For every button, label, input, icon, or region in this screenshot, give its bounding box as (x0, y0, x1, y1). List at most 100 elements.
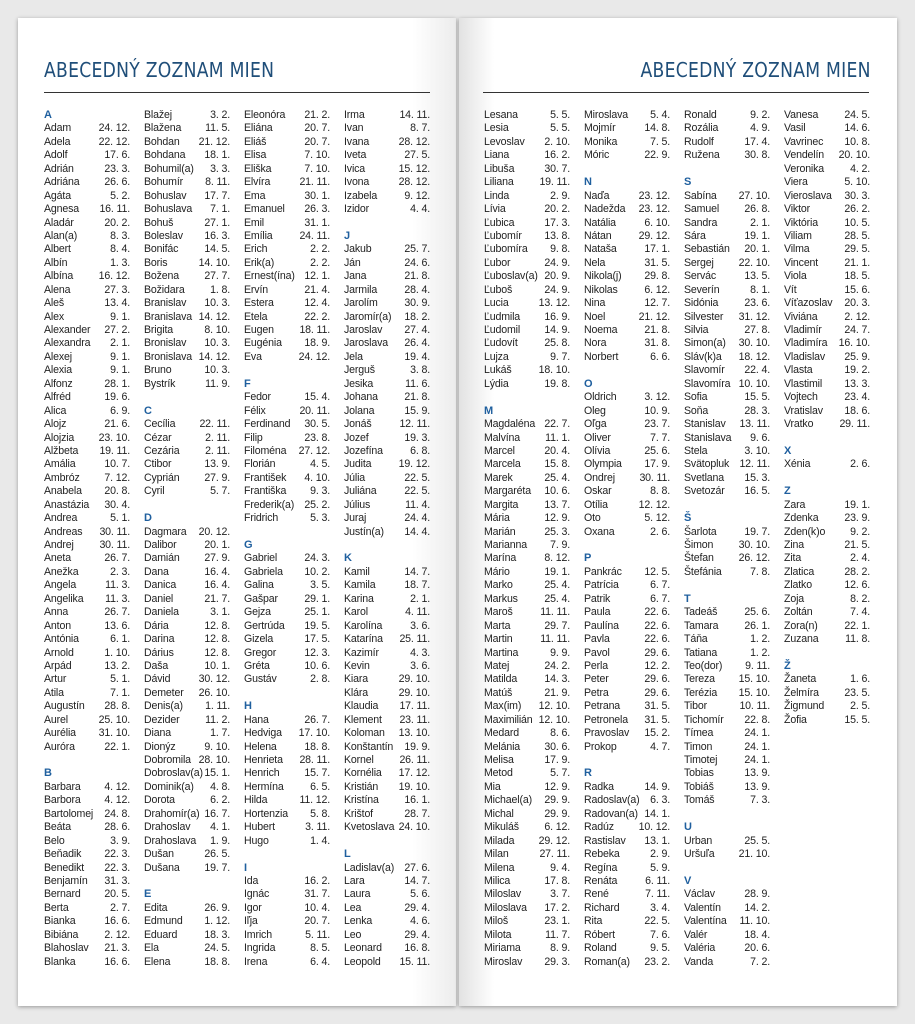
name-entry: Ema 30. 1. (244, 190, 330, 203)
name: Perla (584, 659, 608, 672)
name-day-date: 14. 9. (644, 780, 670, 793)
name-day-date: 4. 7. (650, 740, 670, 753)
name-entry: Radka 14. 9. (584, 781, 670, 794)
name-entry: Augustín 28. 8. (44, 700, 130, 713)
name-day-date: 24. 11. (299, 229, 330, 242)
name-day-date: 24. 1. (744, 754, 770, 766)
name: Jolana (344, 404, 375, 417)
name-entry: Norbert 6. 6. (584, 351, 670, 364)
name-entry: Timotej 24. 1. (684, 754, 770, 767)
name-day-date: 29. 6. (644, 686, 670, 699)
name-day-date: 16. 9. (544, 310, 570, 323)
name: Medard (484, 727, 520, 740)
name-entry: Oto 5. 12. (584, 512, 670, 525)
name: Hana (244, 713, 269, 726)
name: Gejza (244, 606, 271, 619)
name-day-date: 28. 6. (104, 821, 130, 834)
name-day-date: 1. 2. (750, 633, 770, 646)
name-day-date: 29. 5. (844, 243, 870, 256)
name-day-date: 17. 6. (104, 149, 130, 162)
name: Matúš (484, 686, 513, 699)
name: Servác (684, 270, 717, 283)
name: Krištof (344, 807, 373, 820)
name: Albín (44, 256, 68, 269)
name-entry: Prokop 4. 7. (584, 741, 670, 754)
name-day-date: 26. 7. (304, 713, 330, 726)
name: Vieroslava (784, 189, 832, 202)
name-day-date: 4. 3. (410, 646, 430, 659)
name-entry: Dominik(a) 4. 8. (144, 781, 230, 794)
name-entry: Drahoslav 4. 1. (144, 821, 230, 834)
name-entry: Stela 3. 10. (684, 445, 770, 458)
name-entry: Bohuš 27. 1. (144, 217, 230, 230)
name: Lesana (484, 109, 518, 121)
name: Vendelín (784, 149, 825, 162)
name-entry: Benedikt 22. 3. (44, 862, 130, 875)
name-day-date: 15. 7. (304, 767, 330, 780)
name-entry: Martin 11. 11. (484, 633, 570, 646)
right-page: ABECEDNÝ ZOZNAM MIEN Lesana 5. 5. Lesia 5. … (459, 18, 897, 1006)
name-entry: Milica 17. 8. (484, 875, 570, 888)
name: Vilma (784, 243, 810, 256)
name-entry: Ivona 28. 12. (344, 176, 430, 189)
name-day-date: 15. 1. (204, 767, 230, 780)
name-day-date: 30. 1. (304, 189, 330, 202)
name-day-date: 28. 12. (398, 135, 431, 148)
name: Milica (484, 874, 511, 887)
name: Paula (584, 606, 611, 619)
name: Lara (344, 874, 365, 887)
name-day-date: 10. 10. (738, 377, 771, 390)
name: Aurel (44, 713, 68, 726)
letter-heading: P (584, 552, 592, 565)
name-entry: Edita 26. 9. (144, 902, 230, 915)
letter-heading: T (684, 592, 691, 605)
name-entry: Vendelín 20. 10. (784, 149, 870, 162)
name: Tereza (684, 673, 715, 686)
name-entry: Beňadik 22. 3. (44, 848, 130, 861)
name-day-date: 22. 6. (644, 633, 670, 646)
name-entry: Peter 29. 6. (584, 673, 670, 686)
name: Judita (344, 458, 372, 471)
name-day-date: 28. 9. (744, 888, 770, 901)
name: Františka (244, 485, 287, 498)
name-entry: Zuzana 11. 8. (784, 633, 870, 646)
name-entry: Agnesa 16. 11. (44, 203, 130, 216)
name-day-date: 28. 2. (844, 565, 870, 578)
name-day-date: 6. 1. (110, 633, 130, 646)
name-day-date: 7. 8. (750, 565, 770, 578)
name-entry: Lívia 20. 2. (484, 203, 570, 216)
name-entry: Viola 18. 5. (784, 270, 870, 283)
name-entry: Aladár 20. 2. (44, 217, 130, 230)
name-day-date: 18. 3. (204, 928, 230, 941)
name: Ingrida (244, 942, 276, 955)
name-entry: Ingrida 8. 5. (244, 942, 330, 955)
name-day-date: 15. 12. (398, 162, 431, 175)
name-day-date: 19. 1. (744, 229, 770, 242)
name-entry: Vanesa 24. 5. (784, 109, 870, 122)
name: Štefan (684, 552, 714, 565)
name: Michal (484, 807, 514, 820)
name-entry: Liana 16. 2. (484, 149, 570, 162)
name-entry: Ľubica 17. 3. (484, 217, 570, 230)
name-day-date: 7. 1. (110, 686, 130, 699)
name-day-date: 9. 8. (550, 243, 570, 256)
name-entry: Rebeka 2. 9. (584, 848, 670, 861)
name: Timon (684, 740, 713, 753)
name: Marcela (484, 458, 521, 471)
name: Florián (244, 458, 276, 471)
name-entry: Albína 16. 12. (44, 270, 130, 283)
name-entry: Bruno 10. 3. (144, 364, 230, 377)
name: Valéria (684, 942, 716, 955)
name-entry: Albert 8. 4. (44, 243, 130, 256)
name-day-date: 1. 8. (210, 283, 230, 296)
name: Teo(dor) (684, 659, 723, 672)
name-entry: Uršuľa 21. 10. (684, 848, 770, 861)
name: Dušana (144, 861, 180, 874)
name-day-date: 22. 3. (104, 861, 130, 874)
name: Renáta (584, 874, 618, 887)
name-entry: Filip 23. 8. (244, 432, 330, 445)
name: Vít (784, 283, 797, 296)
name-day-date: 21. 10. (738, 848, 771, 861)
name: Bohdan (144, 135, 180, 148)
name-day-date: 24. 3. (304, 552, 330, 565)
